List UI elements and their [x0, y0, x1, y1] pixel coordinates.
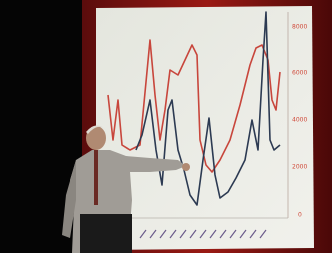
- axis-label: 2000: [292, 164, 307, 171]
- axis-label: 6000: [292, 70, 307, 77]
- page: 8000 6000 4000 2000 0 (() => { const dat…: [0, 0, 332, 253]
- axis-label: 4000: [292, 117, 307, 124]
- axis-label: 8000: [292, 24, 307, 31]
- photo: 8000 6000 4000 2000 0: [0, 0, 332, 253]
- axis-label: 0: [298, 212, 302, 219]
